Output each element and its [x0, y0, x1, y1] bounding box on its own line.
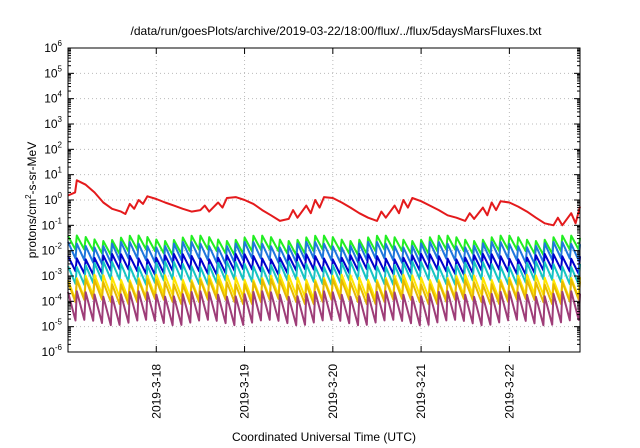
y-tick-base: 10 — [42, 294, 56, 308]
y-tick-base: 10 — [44, 142, 58, 156]
x-axis-ticks: 2019-3-18 2019-3-19 2019-3-20 2019-3-21 2019… — [149, 48, 516, 419]
y-tick-base: 10 — [42, 218, 56, 232]
y-tick-base: 10 — [44, 66, 58, 80]
y-tick-base: 10 — [42, 244, 56, 258]
y-tick-exp: -6 — [55, 343, 63, 352]
y-tick-exp: -4 — [55, 292, 63, 301]
y-tick-exp: 1 — [58, 166, 63, 175]
x-tick-label: 2019-3-19 — [238, 364, 252, 419]
x-tick-label: 2019-3-22 — [502, 364, 516, 419]
x-tick-label: 2019-3-18 — [149, 364, 163, 419]
y-tick-label: 10-5 — [42, 318, 63, 334]
y-tick-exp: 0 — [58, 191, 63, 200]
series-layer — [67, 179, 581, 327]
y-tick-exp: 2 — [58, 140, 63, 149]
x-tick-label: 2019-3-20 — [326, 364, 340, 419]
y-tick-base: 10 — [44, 41, 58, 55]
y-tick-exp: -5 — [55, 318, 63, 327]
series-line — [67, 290, 581, 327]
y-tick-base: 10 — [42, 345, 56, 359]
chart-title: /data/run/goesPlots/archive/2019-03-22/1… — [131, 24, 543, 38]
y-tick-exp: -2 — [55, 242, 63, 251]
y-tick-label: 10-4 — [42, 292, 63, 308]
x-axis-title: Coordinated Universal Time (UTC) — [232, 430, 416, 444]
y-tick-label: 10-3 — [42, 267, 63, 283]
y-tick-label: 101 — [44, 166, 62, 182]
y-tick-label: 103 — [44, 115, 62, 131]
y-tick-exp: -3 — [55, 267, 63, 276]
y-tick-label: 10-2 — [42, 242, 63, 258]
y-tick-label: 10-1 — [42, 216, 63, 232]
y-axis-title-post: -s-sr-MeV — [25, 142, 39, 195]
y-tick-base: 10 — [42, 269, 56, 283]
y-tick-exp: -1 — [55, 216, 63, 225]
y-tick-exp: 5 — [58, 64, 63, 73]
y-tick-exp: 3 — [58, 115, 63, 124]
y-tick-base: 10 — [44, 117, 58, 131]
y-tick-label: 102 — [44, 140, 62, 156]
y-tick-base: 10 — [44, 168, 58, 182]
y-tick-base: 10 — [44, 92, 58, 106]
y-tick-base: 10 — [44, 193, 58, 207]
y-tick-label: 106 — [44, 39, 62, 55]
y-tick-label: 100 — [44, 191, 62, 207]
y-axis-title-sup: 2 — [24, 194, 33, 199]
y-tick-label: 104 — [44, 90, 62, 106]
y-tick-exp: 4 — [58, 90, 63, 99]
x-tick-label: 2019-3-21 — [414, 364, 428, 419]
y-tick-label: 105 — [44, 64, 62, 80]
y-axis-ticks: 10-610-510-410-310-210-11001011021031041… — [42, 39, 580, 359]
y-tick-base: 10 — [42, 320, 56, 334]
y-axis-title: protons/cm2-s-sr-MeV — [24, 142, 39, 258]
y-axis-title-pre: protons/cm — [25, 199, 39, 258]
y-tick-exp: 6 — [58, 39, 63, 48]
series-line — [67, 278, 581, 306]
series-line — [67, 179, 581, 227]
y-tick-label: 10-6 — [42, 343, 63, 359]
